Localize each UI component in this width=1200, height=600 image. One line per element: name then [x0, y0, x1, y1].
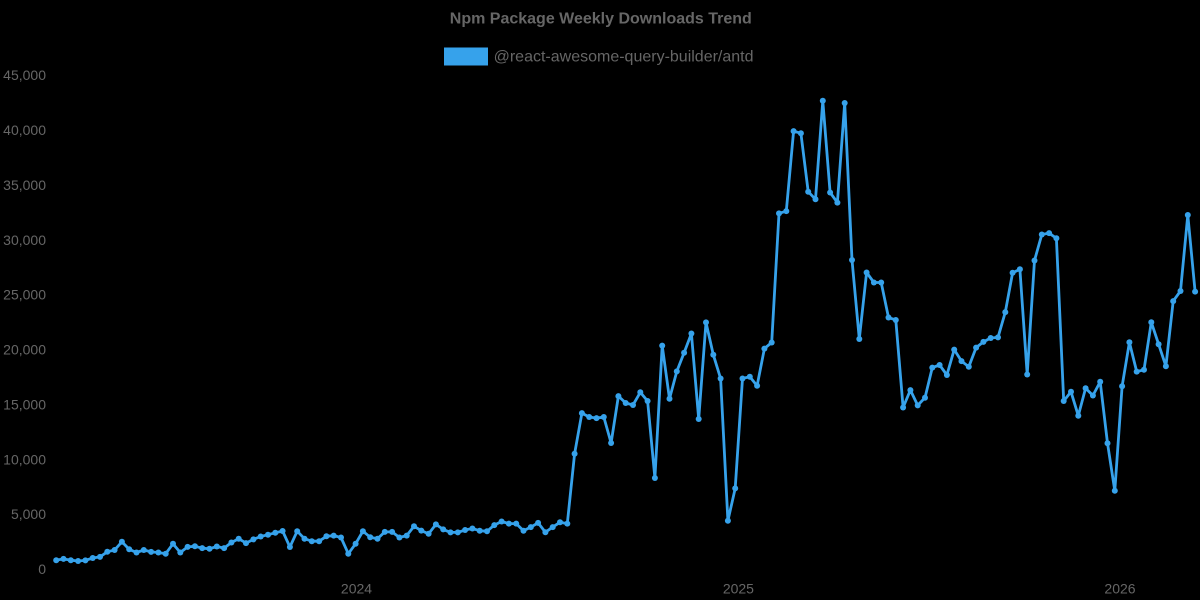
svg-text:30,000: 30,000 — [3, 232, 46, 248]
svg-text:10,000: 10,000 — [3, 451, 46, 467]
svg-text:40,000: 40,000 — [3, 122, 46, 138]
svg-text:35,000: 35,000 — [3, 177, 46, 193]
svg-text:45,000: 45,000 — [3, 67, 46, 83]
svg-text:2025: 2025 — [723, 581, 754, 597]
svg-text:15,000: 15,000 — [3, 396, 46, 412]
svg-text:Npm Package Weekly Downloads T: Npm Package Weekly Downloads Trend — [450, 10, 752, 27]
svg-text:2024: 2024 — [341, 581, 372, 597]
svg-text:2026: 2026 — [1104, 581, 1135, 597]
svg-text:20,000: 20,000 — [3, 342, 46, 358]
svg-text:25,000: 25,000 — [3, 287, 46, 303]
svg-text:0: 0 — [38, 561, 46, 577]
svg-text:@react-awesome-query-builder/a: @react-awesome-query-builder/antd — [494, 48, 754, 65]
svg-text:5,000: 5,000 — [11, 506, 46, 522]
